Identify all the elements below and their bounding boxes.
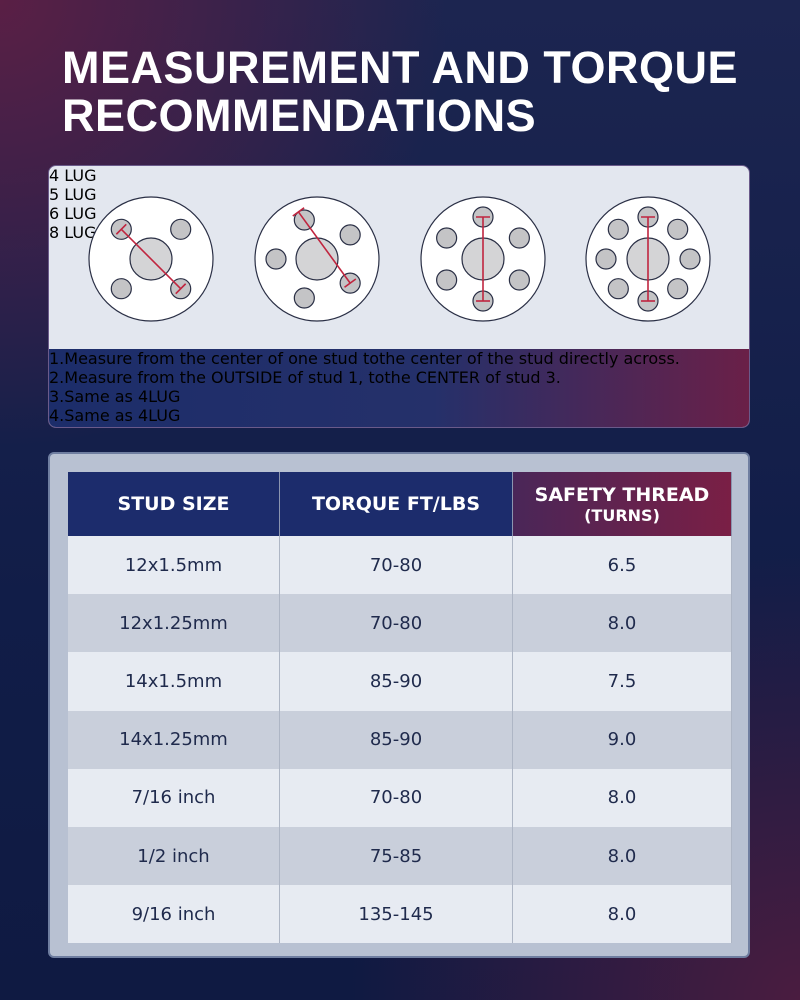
lug-label: 5 LUG (49, 185, 97, 204)
lug-panel: 1.Measure from the center of one stud to… (48, 165, 750, 428)
table-cell: 1/2 inch (68, 827, 280, 886)
stud (607, 218, 629, 240)
header-subtext: (TURNS) (584, 505, 660, 525)
title-line: RECOMMENDATIONS (62, 90, 537, 141)
stud (595, 248, 617, 270)
stud (607, 278, 629, 300)
measure-line (120, 228, 182, 290)
table-cell: 85-90 (280, 652, 513, 711)
lug-diagrams (88, 196, 711, 322)
note: 4.Same as 4LUG (49, 406, 181, 425)
title-line: MEASUREMENT AND TORQUE (62, 42, 739, 93)
header-text: STUD SIZE (117, 493, 230, 515)
measure-tick (115, 223, 127, 235)
table-cell: 7/16 inch (68, 768, 280, 827)
stud (508, 227, 530, 249)
table-cell: 9.0 (513, 710, 732, 769)
table-cell: 8.0 (513, 885, 732, 944)
table-cell: 8.0 (513, 827, 732, 886)
header-cell: TORQUE FT/LBS (280, 472, 513, 536)
stud (265, 248, 287, 270)
lug-label: 4 LUG (49, 166, 97, 185)
table-panel: STUD SIZE TORQUE FT/LBS SAFETY THREAD (TURN… (48, 452, 750, 958)
header-text: TORQUE FT/LBS (311, 493, 481, 515)
stud (679, 248, 701, 270)
table-cell: 8.0 (513, 768, 732, 827)
stud (436, 227, 458, 249)
table-cell: 70-80 (280, 536, 513, 595)
table-cell: 6.5 (513, 536, 732, 595)
stud (508, 269, 530, 291)
measure-line (297, 211, 351, 284)
stud (170, 218, 192, 240)
table-cell: 70-80 (280, 768, 513, 827)
table-cell: 14x1.5mm (68, 652, 280, 711)
table-cell: 135-145 (280, 885, 513, 944)
stud (110, 278, 132, 300)
header-text: SAFETY THREAD (534, 483, 710, 506)
table-cell: 8.0 (513, 594, 732, 653)
header-cell: STUD SIZE (68, 472, 280, 536)
stud (293, 287, 315, 309)
note: 3.Same as 4LUG (49, 387, 181, 406)
lug-label: 6 LUG (49, 204, 97, 223)
table-cell: 85-90 (280, 710, 513, 769)
table-cell: 75-85 (280, 827, 513, 886)
stud (339, 224, 361, 246)
table-cell: 70-80 (280, 594, 513, 653)
table-cell: 14x1.25mm (68, 710, 280, 769)
measure-tick (175, 283, 187, 295)
note: 2.Measure from the OUTSIDE of stud 1, to… (49, 368, 561, 387)
header-cell: SAFETY THREAD (TURNS) (513, 472, 732, 536)
table-cell: 9/16 inch (68, 885, 280, 944)
table-cell: 12x1.25mm (68, 594, 280, 653)
stud (667, 218, 689, 240)
note: 1.Measure from the center of one stud to… (49, 349, 680, 368)
lug-label: 8 LUG (49, 223, 97, 242)
notes-strip: 1.Measure from the center of one stud to… (49, 349, 749, 427)
table-cell: 12x1.5mm (68, 536, 280, 595)
measure-tick (292, 207, 305, 217)
table-cell: 7.5 (513, 652, 732, 711)
stud (436, 269, 458, 291)
measure-tick (344, 278, 357, 288)
stud (667, 278, 689, 300)
